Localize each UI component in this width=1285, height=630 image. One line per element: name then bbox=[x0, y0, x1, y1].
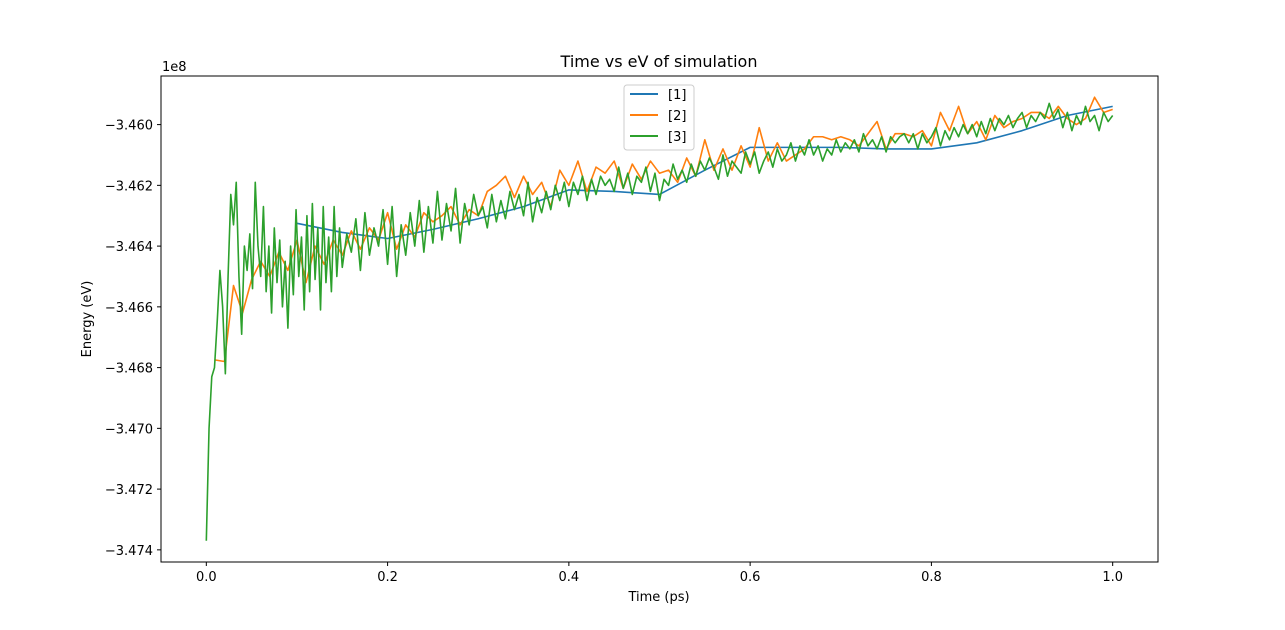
chart-title: Time vs eV of simulation bbox=[560, 52, 758, 71]
y-tick-label: −3.474 bbox=[105, 544, 153, 559]
legend-label-2: [2] bbox=[668, 109, 686, 124]
y-tick-label: −3.466 bbox=[105, 301, 153, 316]
legend-label-3: [3] bbox=[668, 130, 686, 145]
y-tick-label: −3.470 bbox=[105, 422, 153, 437]
series-line-2 bbox=[215, 96, 1113, 363]
series-line-3 bbox=[205, 102, 1114, 541]
x-axis-label: Time (ps) bbox=[627, 590, 689, 605]
x-axis-ticks: 0.0 0.2 0.4 0.6 0.8 1.0 bbox=[196, 562, 1123, 585]
y-axis-offset-label: 1e8 bbox=[162, 60, 187, 75]
x-tick-label: 0.8 bbox=[921, 570, 942, 585]
y-axis-ticks: −3.474 −3.472 −3.470 −3.468 −3.466 −3.464 −3.4… bbox=[105, 119, 161, 559]
x-tick-label: 0.4 bbox=[559, 570, 580, 585]
legend: [1] [2] [3] bbox=[623, 84, 695, 151]
series-lines bbox=[205, 96, 1114, 541]
y-tick-label: −3.464 bbox=[105, 240, 153, 255]
plot-area bbox=[160, 75, 1159, 563]
x-tick-label: 0.6 bbox=[740, 570, 761, 585]
x-tick-label: 0.0 bbox=[196, 570, 217, 585]
x-tick-label: 0.2 bbox=[377, 570, 398, 585]
y-axis-label: Energy (eV) bbox=[80, 281, 95, 358]
y-tick-label: −3.472 bbox=[105, 483, 153, 498]
y-tick-label: −3.460 bbox=[105, 119, 153, 134]
x-tick-label: 1.0 bbox=[1102, 570, 1123, 585]
y-tick-label: −3.462 bbox=[105, 179, 153, 194]
axes-frame bbox=[160, 75, 1159, 563]
legend-label-1: [1] bbox=[668, 88, 686, 103]
y-tick-label: −3.468 bbox=[105, 362, 153, 377]
legend-box bbox=[623, 84, 695, 151]
